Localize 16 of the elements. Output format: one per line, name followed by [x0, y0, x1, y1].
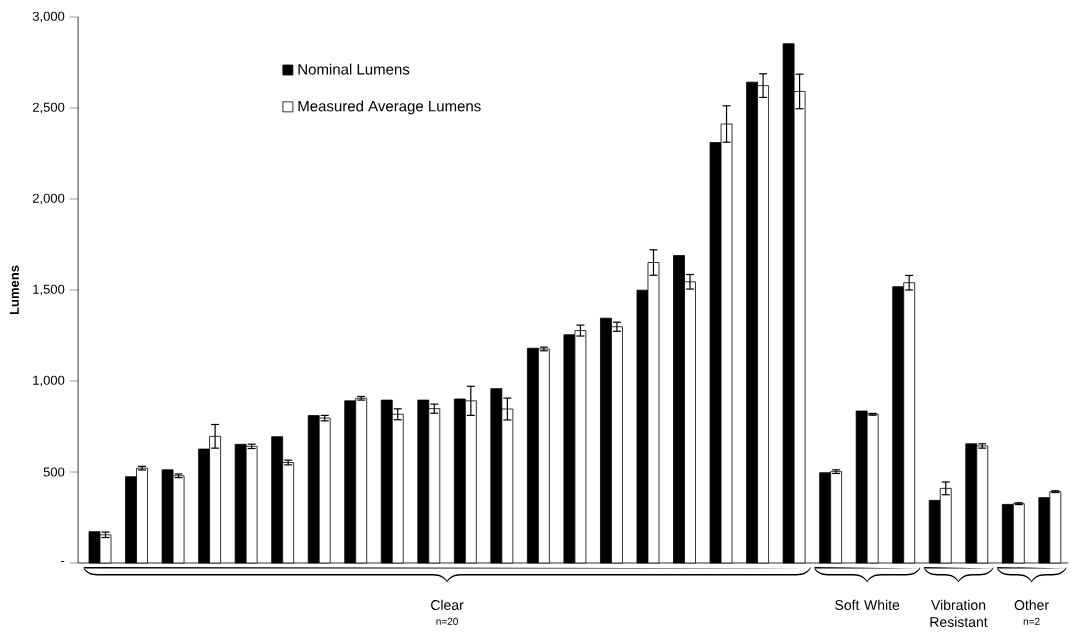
y-tick-label: 1,500 — [33, 284, 65, 296]
text: n=2 — [1023, 617, 1040, 625]
y-tick-label: 3,000 — [32, 11, 65, 23]
y-tick-label: 1,000 — [33, 375, 65, 387]
y-tick-label: - — [61, 561, 65, 563]
legend-label: Nominal Lumens — [298, 63, 410, 75]
text: Vibration Resistant — [930, 599, 988, 627]
y-tick-label: 500 — [43, 467, 65, 477]
y-tick-label: 2,000 — [32, 193, 65, 205]
y-tick-label: 2,500 — [32, 102, 65, 114]
text: Other — [1014, 599, 1049, 610]
text: n=20 — [436, 617, 458, 625]
text: Clear — [431, 599, 464, 610]
legend-label: Measured Average Lumens — [298, 100, 481, 115]
text: Soft White — [835, 599, 900, 610]
y-axis-title: Lumens — [9, 265, 19, 315]
